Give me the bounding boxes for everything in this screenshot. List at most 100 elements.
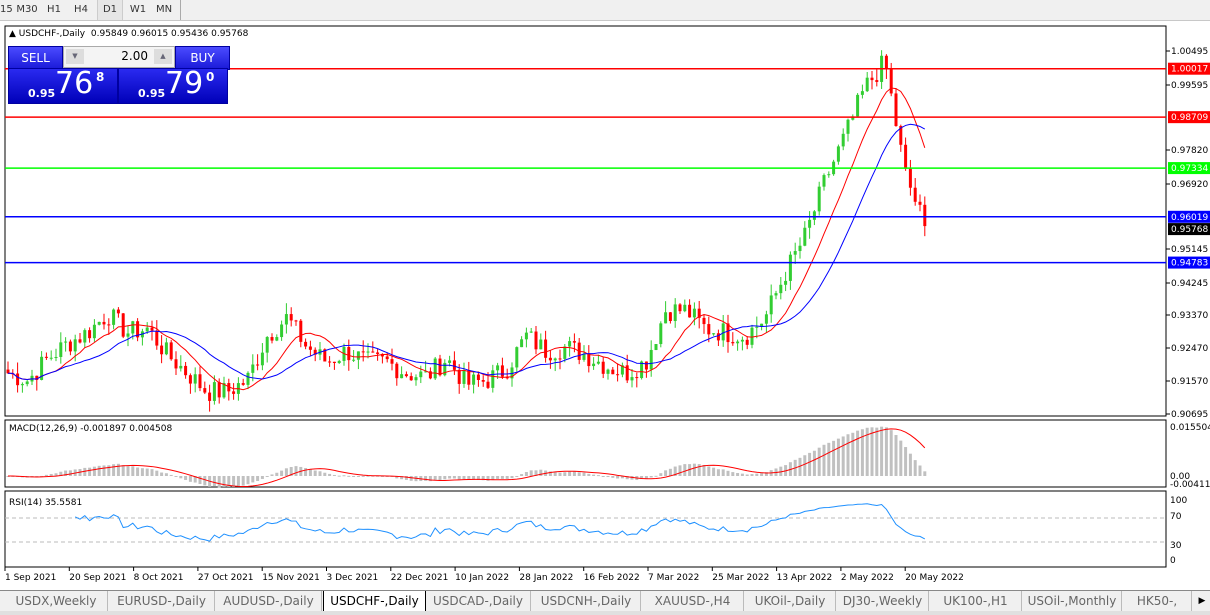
timeframe-h4[interactable]: H4	[74, 4, 88, 15]
candle-body	[366, 351, 370, 353]
tab-usdx-weekly[interactable]: USDX,Weekly	[5, 591, 108, 611]
macd-histogram-bar	[443, 476, 447, 480]
candle-body	[193, 374, 197, 384]
macd-histogram-bar	[702, 464, 706, 476]
timeframe-d1[interactable]: D1	[97, 0, 123, 20]
macd-histogram-bar	[121, 465, 125, 476]
date-axis-label: 8 Oct 2021	[134, 573, 184, 583]
tab-ukoil-daily[interactable]: UKOil-,Daily	[745, 591, 836, 611]
level-price-label: 0.94783	[1171, 259, 1208, 269]
collapse-triangle-icon[interactable]: ▲	[9, 29, 16, 39]
macd-histogram-bar	[328, 473, 332, 476]
candle-body	[328, 361, 332, 363]
macd-histogram-bar	[856, 430, 860, 476]
candle-body	[184, 365, 188, 376]
timeframe-h1[interactable]: H1	[47, 4, 61, 15]
level-price-label: 1.00017	[1171, 65, 1208, 75]
candle-body	[404, 374, 408, 377]
macd-histogram-bar	[716, 469, 720, 476]
candle-body	[500, 365, 504, 377]
tab-eurusd-daily[interactable]: EURUSD-,Daily	[109, 591, 215, 611]
sell-price-big: 76	[55, 66, 94, 101]
timeframe-w1[interactable]: W1	[129, 4, 147, 15]
candle-body	[649, 349, 653, 370]
sell-button[interactable]: SELL	[8, 46, 63, 70]
tab-usdchf-daily[interactable]: USDCHF-,Daily	[323, 591, 426, 612]
tabs-scroll-right-icon[interactable]: ▶	[1198, 596, 1206, 606]
macd-histogram-bar	[232, 476, 236, 488]
candle-body	[385, 356, 389, 360]
tab-usdcnh-daily[interactable]: USDCNH-,Daily	[532, 591, 641, 611]
macd-histogram-bar	[894, 435, 898, 476]
macd-histogram-bar	[270, 474, 274, 476]
macd-histogram-bar	[596, 475, 600, 477]
volume-field[interactable]: ▼ 2.00 ▲	[63, 46, 175, 68]
macd-histogram-bar	[366, 475, 370, 477]
candle-body	[203, 388, 207, 393]
candle-body	[150, 327, 154, 331]
tab-audusd-daily[interactable]: AUDUSD-,Daily	[216, 591, 322, 611]
candle-body	[428, 371, 432, 379]
candle-body	[83, 330, 87, 343]
tab-usdcad-daily[interactable]: USDCAD-,Daily	[426, 591, 531, 611]
price-axis-label: 0.90695	[1171, 410, 1208, 420]
price-axis-label: 0.92470	[1171, 344, 1208, 354]
candle-body	[337, 360, 341, 364]
timeframe-m15[interactable]: 15	[0, 4, 13, 15]
candle-body	[875, 80, 879, 82]
macd-histogram-bar	[913, 460, 917, 476]
candle-body	[452, 360, 456, 370]
macd-histogram-bar	[664, 470, 668, 476]
volume-decrease-icon[interactable]: ▼	[66, 49, 84, 64]
candle-body	[731, 342, 735, 344]
macd-histogram-bar	[836, 438, 840, 476]
macd-histogram-bar	[236, 476, 240, 487]
macd-histogram-bar	[889, 430, 893, 476]
buy-price[interactable]: 0.95 79 0	[118, 66, 228, 104]
macd-histogram-bar	[169, 474, 173, 476]
current-price-label: 0.95768	[1171, 225, 1208, 235]
volume-increase-icon[interactable]: ▲	[154, 49, 172, 64]
macd-histogram-bar	[755, 473, 759, 476]
status-bar	[0, 611, 1210, 615]
candle-body	[212, 382, 216, 401]
sell-price[interactable]: 0.95 76 8	[8, 66, 118, 104]
macd-histogram-bar	[44, 474, 48, 476]
candle-body	[16, 373, 20, 386]
macd-histogram-bar	[409, 476, 413, 481]
volume-value[interactable]: 2.00	[121, 49, 148, 63]
timeframe-m30[interactable]: M30	[16, 4, 38, 15]
macd-histogram-bar	[241, 476, 245, 486]
candle-body	[486, 381, 490, 388]
candle-body	[414, 377, 418, 381]
macd-histogram-bar	[284, 468, 288, 476]
date-axis-label: 7 Mar 2022	[648, 573, 699, 583]
tab-dj30-weekly[interactable]: DJ30-,Weekly	[837, 591, 929, 611]
one-click-trading-panel: SELL ▼ 2.00 ▲ BUY 0.95 76 8 0.95 79 0	[8, 46, 230, 104]
macd-histogram-bar	[923, 471, 927, 476]
macd-histogram-bar	[678, 465, 682, 476]
macd-histogram-bar	[515, 476, 519, 477]
macd-histogram-bar	[68, 470, 72, 476]
tab-hk50[interactable]: HK50-,	[1123, 591, 1192, 611]
macd-histogram-bar	[174, 476, 178, 477]
candle-body	[467, 370, 471, 385]
candle-body	[476, 374, 480, 381]
level-price-tag	[1168, 162, 1210, 175]
macd-histogram-bar	[817, 447, 821, 476]
candle-body	[764, 314, 768, 324]
macd-histogram-bar	[620, 476, 624, 479]
macd-histogram-bar	[198, 476, 202, 485]
macd-histogram-bar	[145, 468, 149, 476]
candle-body	[25, 381, 29, 385]
buy-price-prefix: 0.95	[138, 87, 166, 100]
candle-body	[448, 360, 452, 363]
macd-histogram-bar	[707, 466, 711, 476]
candle-body	[44, 356, 48, 358]
tab-xauusd-h4[interactable]: XAUUSD-,H4	[642, 591, 744, 611]
tab-usoil-monthly[interactable]: USOil-,Monthly	[1023, 591, 1122, 611]
timeframe-mn[interactable]: MN	[155, 4, 173, 15]
macd-histogram-bar	[712, 467, 716, 476]
tab-uk100-h1[interactable]: UK100-,H1	[930, 591, 1022, 611]
